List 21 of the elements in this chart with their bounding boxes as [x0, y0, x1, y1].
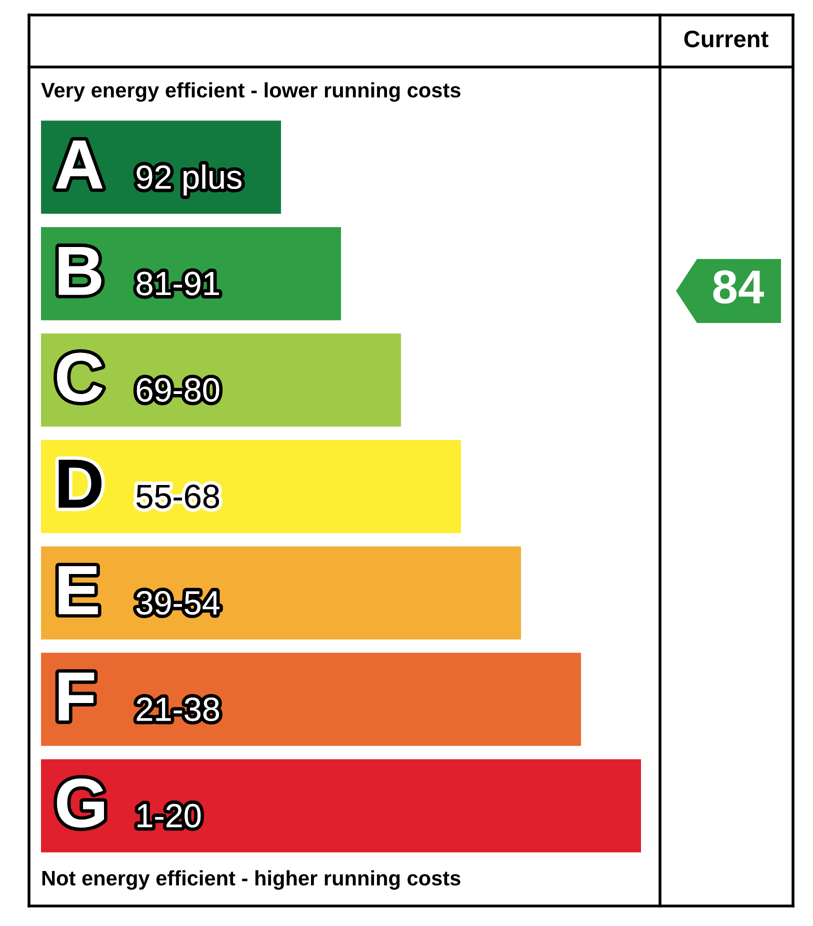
annotation: 81-91 — [136, 272, 219, 296]
y-tick-label: G — [57, 778, 104, 828]
bar — [41, 759, 641, 852]
y-tick-label: C — [57, 352, 102, 402]
y-tick-label: F — [58, 672, 94, 721]
y-tick-label: D — [58, 460, 102, 508]
text: Very energy efficient - lower running costs — [41, 82, 460, 102]
text: 84 — [713, 270, 764, 304]
annotation: 69-80 — [136, 378, 220, 402]
y-tick-label: A — [56, 140, 103, 188]
annotation: 1-20 — [138, 804, 201, 828]
annotation: 92 plus — [136, 164, 242, 196]
y-tick-label: E — [58, 566, 98, 614]
bar — [41, 546, 521, 640]
bar — [41, 652, 581, 746]
annotation: 55-68 — [136, 484, 220, 508]
annotation: 39-54 — [136, 591, 220, 615]
annotation: 21-38 — [136, 697, 220, 722]
y-tick-label: B — [58, 247, 102, 295]
annotation: Not energy efficient - higher running costs — [42, 870, 460, 890]
text: Current — [684, 30, 768, 48]
